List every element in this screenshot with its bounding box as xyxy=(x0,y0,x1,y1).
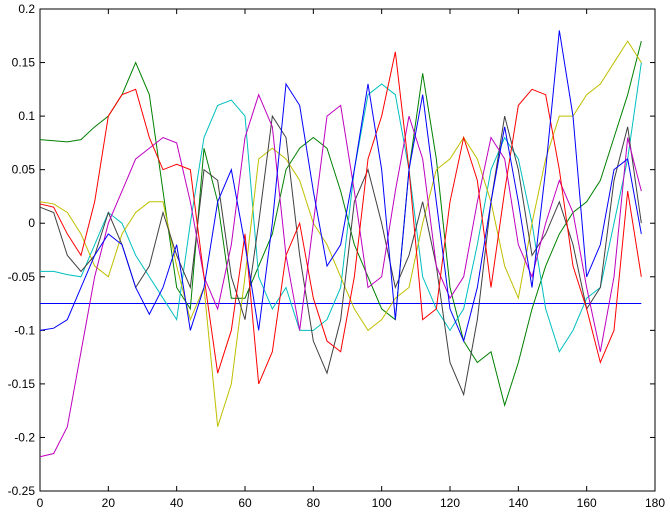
y-tick-label: -0.1 xyxy=(14,323,35,337)
y-tick-label: -0.15 xyxy=(8,377,36,391)
x-tick-label: 80 xyxy=(307,496,321,510)
x-tick-label: 20 xyxy=(102,496,116,510)
y-tick-label: 0.1 xyxy=(18,109,35,123)
y-tick-label: -0.25 xyxy=(8,484,36,498)
x-tick-label: 60 xyxy=(238,496,252,510)
y-tick-label: -0.2 xyxy=(14,430,35,444)
series-line xyxy=(39,30,642,343)
y-tick-label: -0.05 xyxy=(8,270,36,284)
x-tick-label: 180 xyxy=(645,496,665,510)
y-tick-label: 0.2 xyxy=(18,2,35,16)
x-tick-label: 140 xyxy=(508,496,528,510)
y-tick-label: 0 xyxy=(28,216,35,230)
plot-frame xyxy=(39,8,656,492)
x-tick-label: 160 xyxy=(577,496,597,510)
x-tick-label: 0 xyxy=(37,496,44,510)
series-line xyxy=(40,62,642,353)
series-line xyxy=(39,93,642,458)
x-tick-label: 120 xyxy=(440,496,460,510)
y-tick-label: 0.05 xyxy=(12,163,36,177)
series-line xyxy=(39,40,642,427)
x-tick-label: 100 xyxy=(372,496,392,510)
y-tick-label: 0.15 xyxy=(12,56,36,70)
series-line xyxy=(39,51,642,385)
x-tick-label: 40 xyxy=(170,496,184,510)
